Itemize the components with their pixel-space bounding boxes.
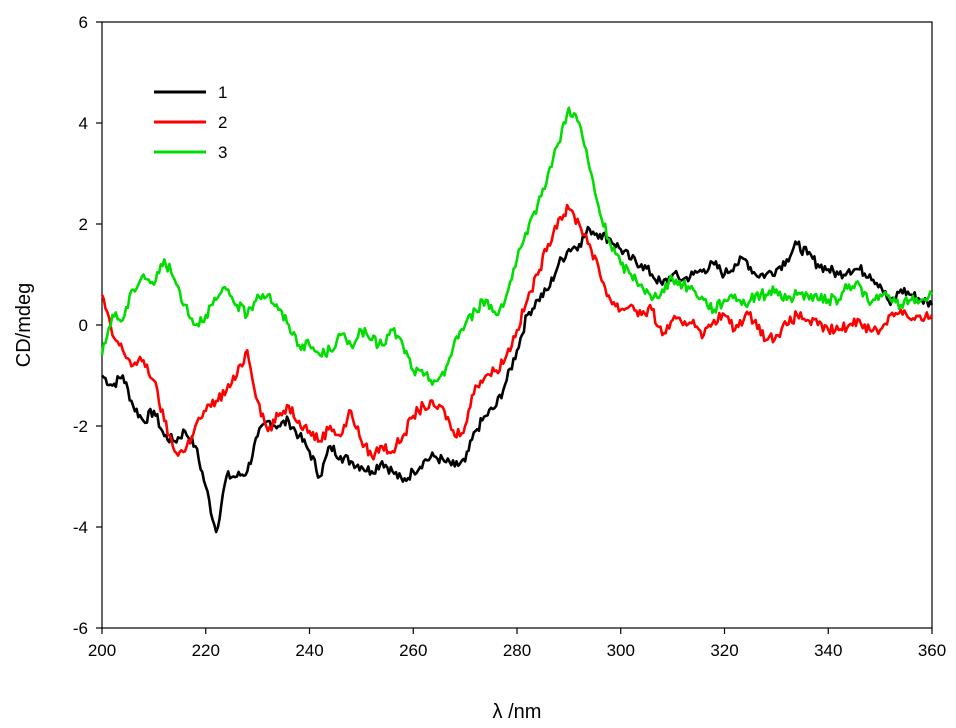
x-tick-label: 340 xyxy=(814,641,842,660)
legend-label-3: 3 xyxy=(218,143,227,162)
legend-label-2: 2 xyxy=(218,113,227,132)
series-line-1 xyxy=(101,225,934,534)
y-tick-label: 0 xyxy=(79,316,88,335)
legend: 1 2 3 xyxy=(154,83,227,162)
series-line-2 xyxy=(100,203,934,461)
x-tick-label: 260 xyxy=(399,641,427,660)
x-tick-label: 300 xyxy=(607,641,635,660)
y-tick-label: -2 xyxy=(73,417,88,436)
x-tick-label: 200 xyxy=(88,641,116,660)
series-line-3 xyxy=(100,106,934,386)
x-tick-label: 360 xyxy=(918,641,946,660)
x-tick-label: 220 xyxy=(192,641,220,660)
y-tick-label: 6 xyxy=(79,13,88,32)
y-tick-label: -4 xyxy=(73,518,88,537)
y-tick-label: -6 xyxy=(73,619,88,638)
ticks-group: 200 220 240 260 280 300 320 340 360 -6 -4 -2 0 2 4 6 xyxy=(73,13,946,660)
y-axis-title: CD/mdeg xyxy=(13,283,35,367)
plot-area xyxy=(101,21,933,629)
x-axis-title: λ /nm xyxy=(493,701,542,723)
series-group xyxy=(100,106,934,534)
legend-label-1: 1 xyxy=(218,83,227,102)
x-tick-label: 280 xyxy=(503,641,531,660)
y-tick-label: 4 xyxy=(79,114,88,133)
x-tick-label: 240 xyxy=(295,641,323,660)
x-tick-label: 320 xyxy=(710,641,738,660)
y-tick-label: 2 xyxy=(79,215,88,234)
